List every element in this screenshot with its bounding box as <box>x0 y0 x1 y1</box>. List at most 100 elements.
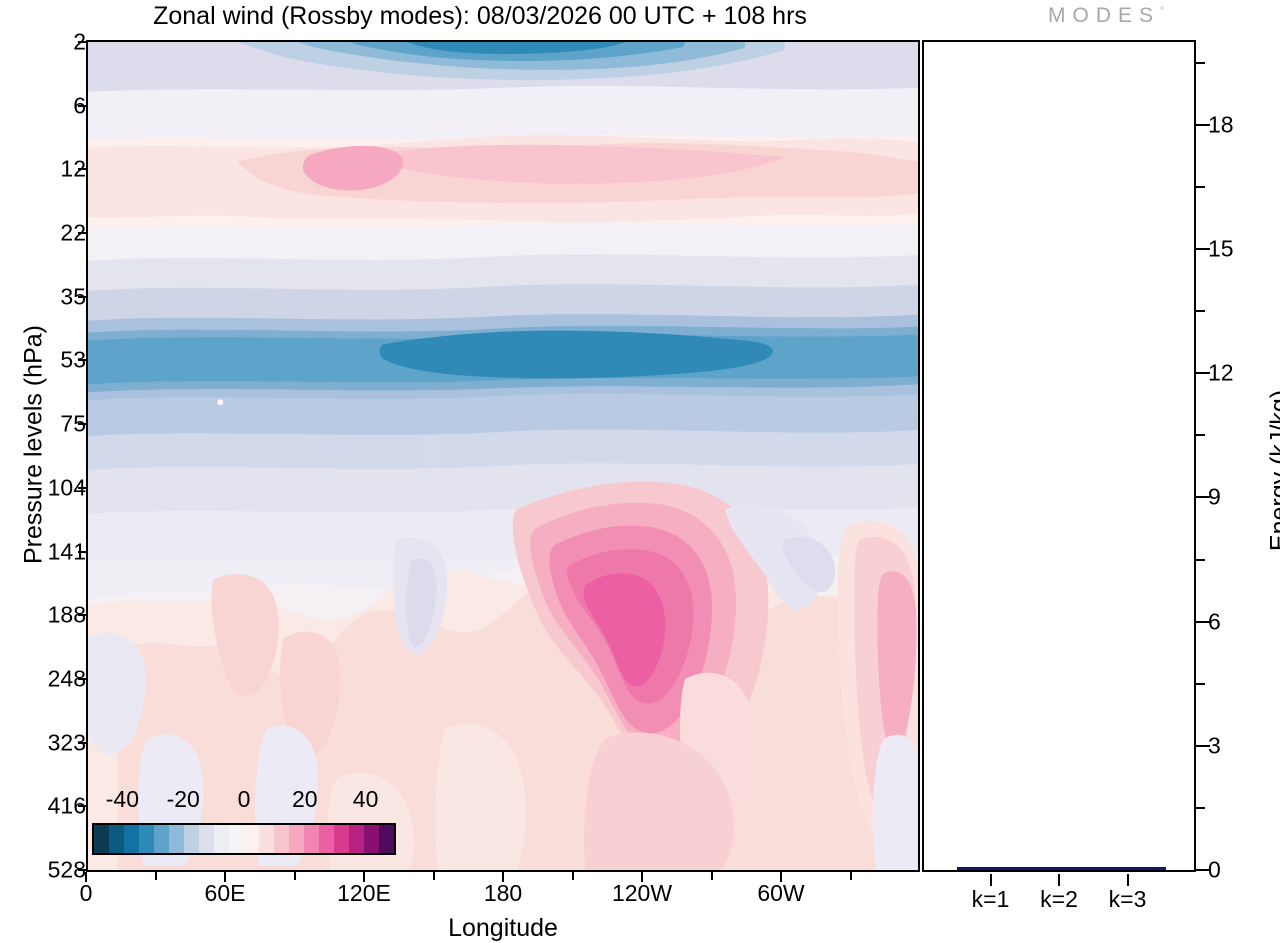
longitude-minor-tick-mark <box>572 872 574 880</box>
contour-speck <box>217 399 223 405</box>
colorbar <box>92 823 396 855</box>
pressure-tick-mark <box>78 423 87 425</box>
pressure-tick-mark <box>78 678 87 680</box>
colorbar-swatch <box>244 825 259 853</box>
pressure-tick-label: 323 <box>8 729 86 756</box>
colorbar-tick-label: 0 <box>238 786 251 813</box>
longitude-tick-label: 60W <box>757 880 804 907</box>
energy-minor-tick-mark <box>1196 559 1205 561</box>
longitude-axis-title: Longitude <box>86 914 920 943</box>
energy-tick-mark <box>1196 745 1210 747</box>
pressure-tick-mark <box>78 551 87 553</box>
energy-tick-label: 15 <box>1208 236 1234 263</box>
energy-minor-tick-mark <box>1196 683 1205 685</box>
energy-bar-tick-mark <box>1127 874 1129 886</box>
watermark-text: MODES <box>1048 4 1160 27</box>
colorbar-swatch <box>379 825 394 853</box>
pressure-tick-mark <box>78 296 87 298</box>
contour-min <box>422 436 440 468</box>
pressure-tick-mark <box>78 869 87 871</box>
colorbar-tick-label: 40 <box>353 786 379 813</box>
energy-bar-label: k=3 <box>1109 886 1147 913</box>
energy-minor-tick-mark <box>1196 62 1205 64</box>
contour-field <box>88 42 918 870</box>
longitude-tick-mark <box>363 872 365 882</box>
energy-bar <box>957 867 1029 870</box>
pressure-tick-label: 2 <box>8 29 86 56</box>
pressure-tick-mark <box>78 805 87 807</box>
colorbar-swatch <box>169 825 184 853</box>
energy-bar-tick-mark <box>1058 874 1060 886</box>
contour-layers <box>88 42 918 870</box>
contour-band <box>88 86 918 143</box>
pressure-tick-label: 35 <box>8 283 86 310</box>
pressure-tick-label: 53 <box>8 347 86 374</box>
pressure-tick-mark <box>78 232 87 234</box>
colorbar-swatch <box>214 825 229 853</box>
longitude-minor-tick-mark <box>155 872 157 880</box>
figure-title: Zonal wind (Rossby modes): 08/03/2026 00… <box>0 2 960 31</box>
pressure-tick-label: 75 <box>8 411 86 438</box>
pressure-tick-label: 22 <box>8 220 86 247</box>
longitude-tick-label: 120E <box>337 880 391 907</box>
pressure-tick-label: 141 <box>8 538 86 565</box>
pressure-tick-label: 6 <box>8 92 86 119</box>
energy-tick-mark <box>1196 869 1210 871</box>
longitude-tick-label: 180 <box>484 880 522 907</box>
pressure-tick-label: 188 <box>8 602 86 629</box>
colorbar-swatch <box>349 825 364 853</box>
pressure-tick-label: 12 <box>8 156 86 183</box>
energy-tick-mark <box>1196 124 1210 126</box>
longitude-tick-mark <box>224 872 226 882</box>
pressure-tick-mark <box>78 168 87 170</box>
energy-tick-mark <box>1196 372 1210 374</box>
colorbar-swatch <box>304 825 319 853</box>
energy-tick-mark <box>1196 248 1210 250</box>
longitude-tick-mark <box>502 872 504 882</box>
energy-bar-tick-mark <box>990 874 992 886</box>
colorbar-swatch <box>139 825 154 853</box>
pressure-tick-mark <box>78 105 87 107</box>
colorbar-tick-label: -20 <box>167 786 200 813</box>
colorbar-tick-label: 20 <box>292 786 318 813</box>
longitude-tick-label: 60E <box>205 880 246 907</box>
pressure-tick-label: 248 <box>8 665 86 692</box>
colorbar-swatch <box>289 825 304 853</box>
colorbar-swatch <box>94 825 109 853</box>
longitude-minor-tick-mark <box>294 872 296 880</box>
modes-watermark: MODES° <box>1048 4 1164 28</box>
longitude-tick-mark <box>85 872 87 882</box>
energy-bars <box>924 42 1194 870</box>
energy-bar-label: k=2 <box>1040 886 1078 913</box>
pressure-tick-mark <box>78 41 87 43</box>
energy-bar <box>1094 867 1166 870</box>
colorbar-swatch <box>319 825 334 853</box>
energy-minor-tick-mark <box>1196 434 1205 436</box>
longitude-tick-label: 120W <box>612 880 672 907</box>
energy-minor-tick-mark <box>1196 310 1205 312</box>
colorbar-swatch <box>184 825 199 853</box>
energy-spectrum-panel <box>922 40 1196 872</box>
energy-tick-mark <box>1196 496 1210 498</box>
colorbar-swatch <box>274 825 289 853</box>
pressure-tick-label: 104 <box>8 474 86 501</box>
colorbar-swatch <box>109 825 124 853</box>
longitude-minor-tick-mark <box>850 872 852 880</box>
colorbar-ticks: -40 -20 0 20 40 <box>86 786 416 820</box>
energy-minor-tick-mark <box>1196 807 1205 809</box>
colorbar-swatch <box>259 825 274 853</box>
colorbar-swatch <box>229 825 244 853</box>
energy-axis-title: Energy (kJ/kg) <box>1266 261 1280 681</box>
pressure-tick-label: 416 <box>8 793 86 820</box>
energy-tick-label: 18 <box>1208 111 1234 138</box>
longitude-tick-mark <box>641 872 643 882</box>
colorbar-tick-label: -40 <box>106 786 139 813</box>
longitude-minor-tick-mark <box>433 872 435 880</box>
longitude-tick-mark <box>780 872 782 882</box>
pressure-tick-mark <box>78 359 87 361</box>
energy-tick-label: 12 <box>1208 360 1234 387</box>
energy-minor-tick-mark <box>1196 186 1205 188</box>
